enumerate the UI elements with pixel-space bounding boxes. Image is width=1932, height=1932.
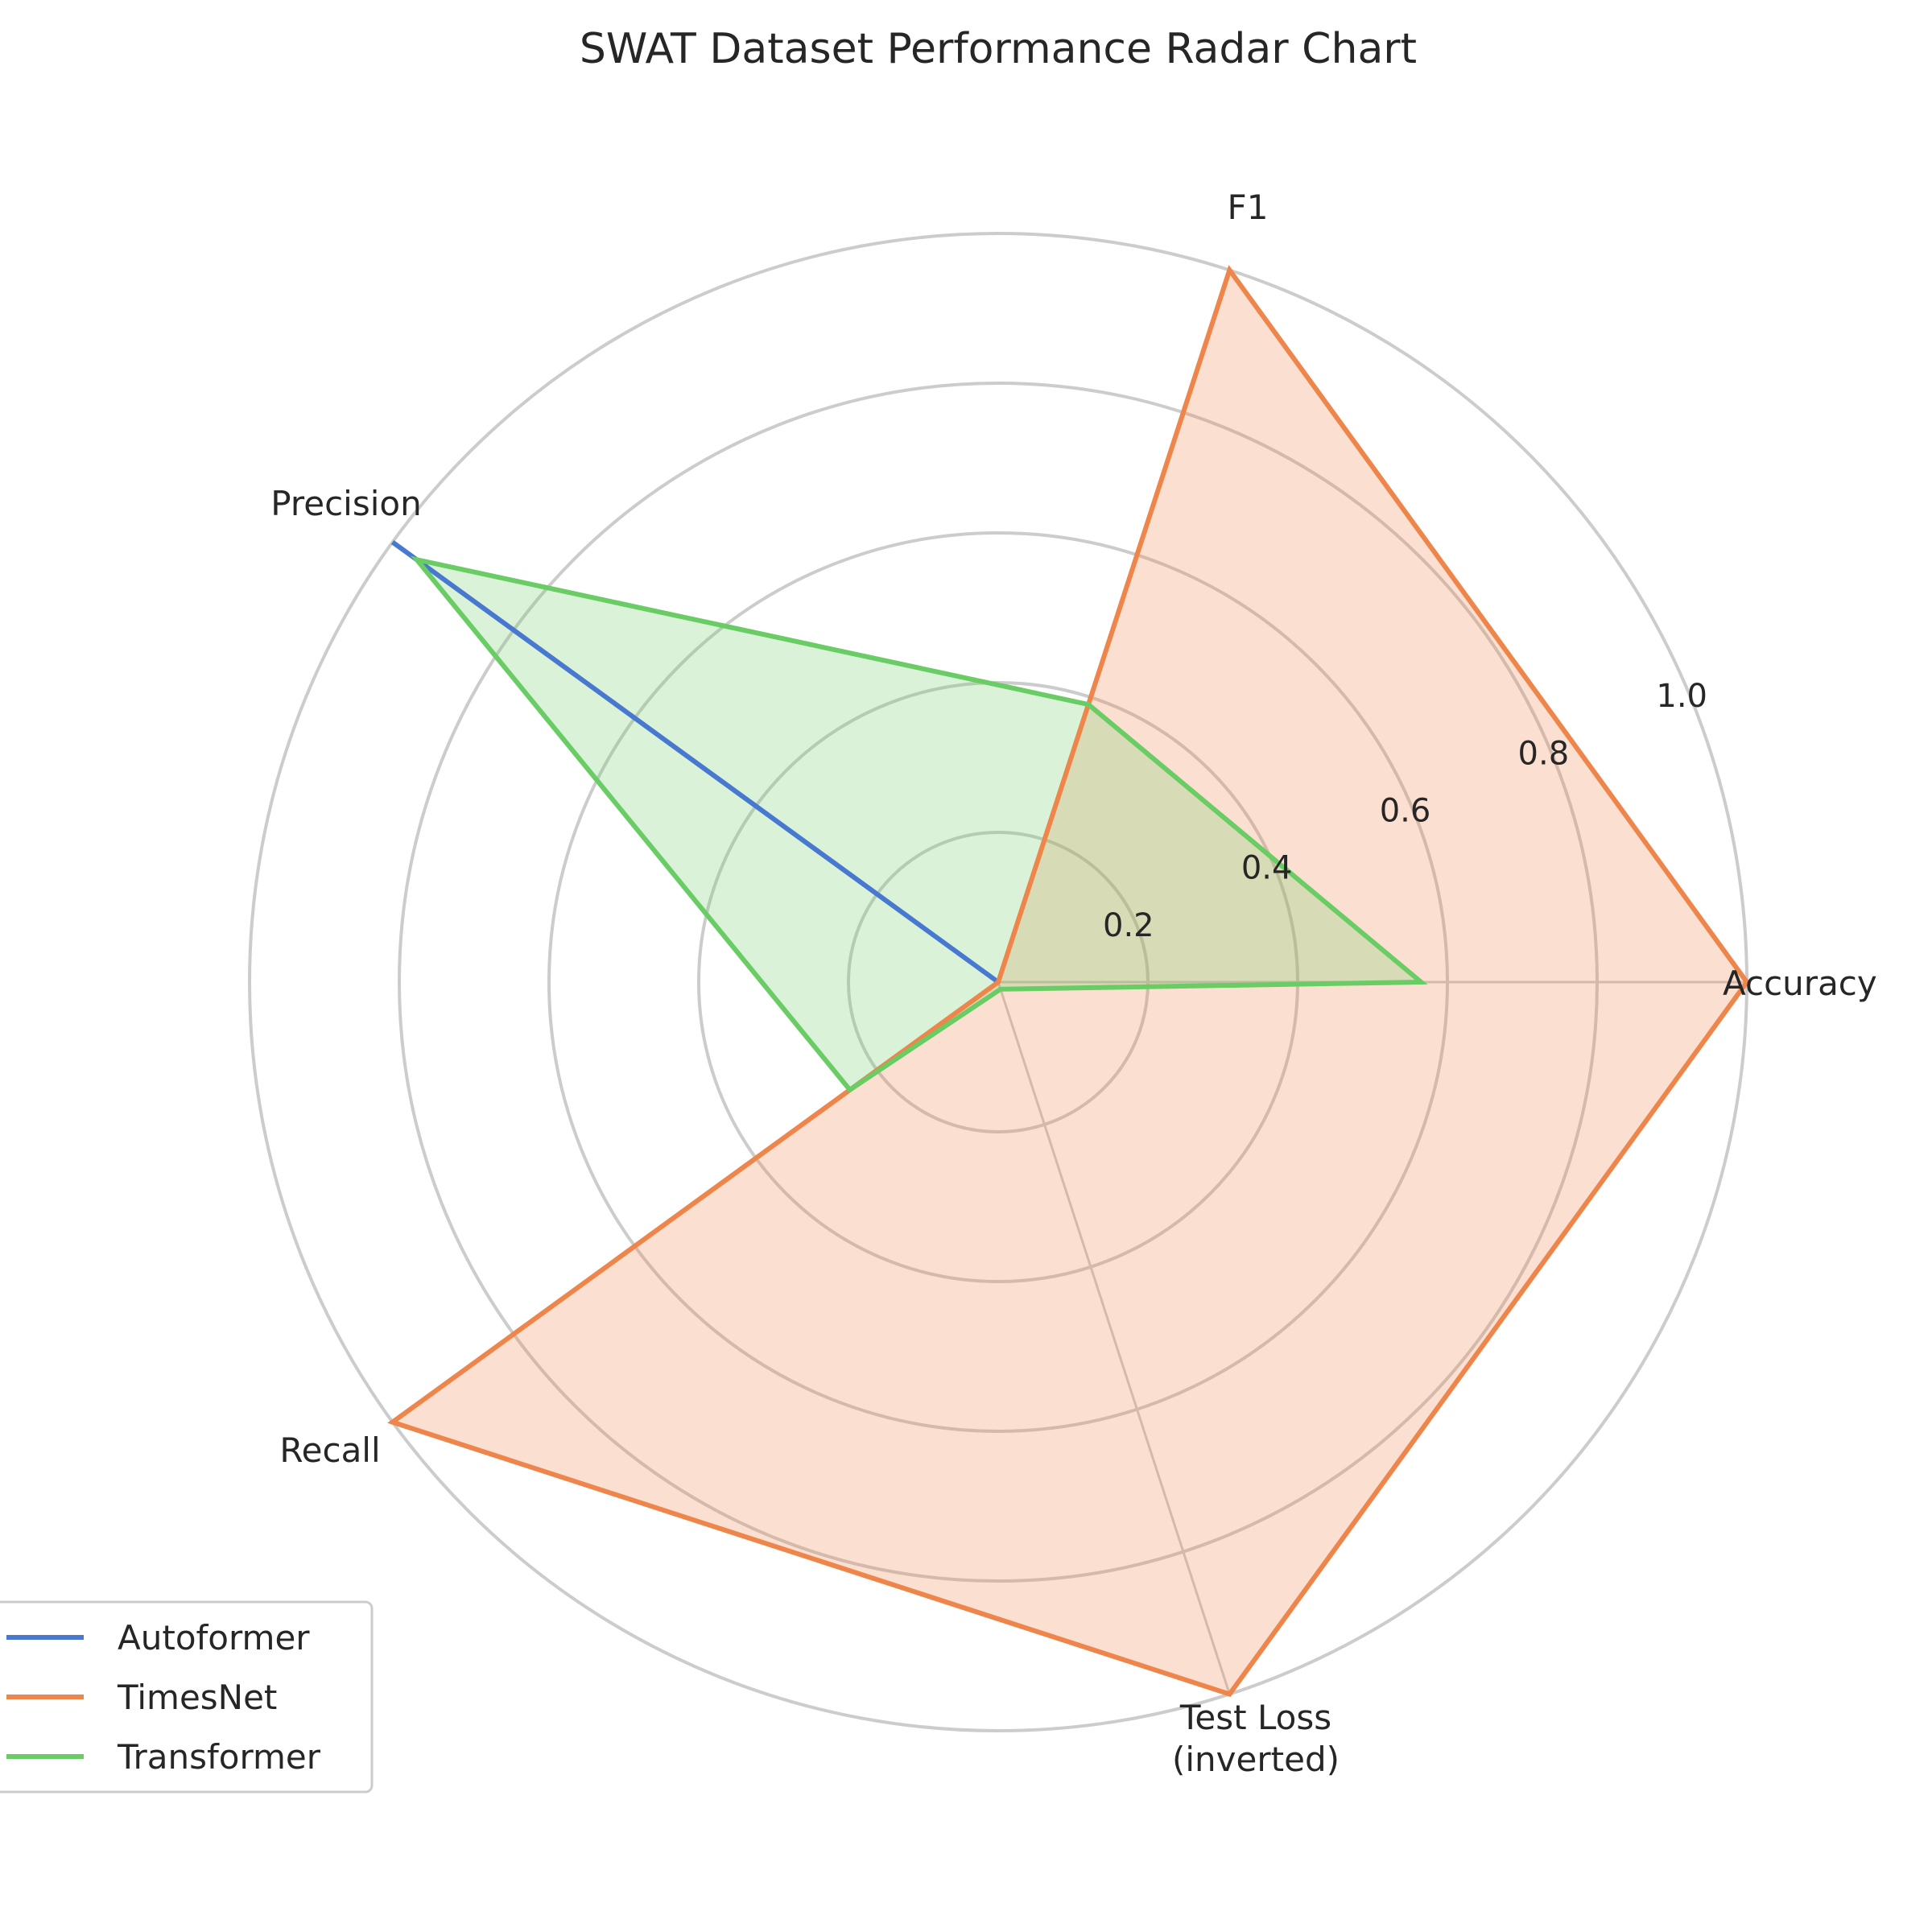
axis-label-1: F1 <box>1228 188 1269 227</box>
chart-title: SWAT Dataset Performance Radar Chart <box>580 25 1417 73</box>
radial-tick-label: 0.4 <box>1241 850 1293 887</box>
legend: Autoformer TimesNet Transformer <box>0 1600 374 1794</box>
legend-label: Transformer <box>117 1737 321 1777</box>
radial-tick-label: 0.6 <box>1380 792 1431 829</box>
series-fills <box>392 270 1748 1695</box>
legend-label: Autoformer <box>118 1618 310 1657</box>
radial-tick-label: 1.0 <box>1656 678 1707 715</box>
series-lines <box>387 264 1750 1698</box>
axis-labels: Accuracy F1 Precision Recall Test Loss (inver… <box>270 188 1876 1779</box>
legend-box <box>0 1600 374 1794</box>
series-line-autoformer <box>390 539 1000 985</box>
series-fill-transformer <box>416 559 1422 1090</box>
axis-label-4: Test Loss (inverted) <box>1172 1698 1340 1779</box>
series-line-transformer <box>410 555 1428 1093</box>
series-line-timesnet <box>387 264 1750 1698</box>
axis-label-3: Recall <box>279 1430 380 1470</box>
axis-spoke <box>997 981 1231 1695</box>
axis-label-2: Precision <box>270 484 421 523</box>
axis-label-0: Accuracy <box>1723 964 1877 1003</box>
radial-tick-label: 0.2 <box>1103 907 1154 944</box>
radial-tick-labels: 0.2 0.4 0.6 0.8 1.0 <box>1103 678 1707 944</box>
series-fill-timesnet <box>392 270 1748 1695</box>
radial-tick-label: 0.8 <box>1518 735 1570 772</box>
legend-label: TimesNet <box>117 1678 277 1717</box>
